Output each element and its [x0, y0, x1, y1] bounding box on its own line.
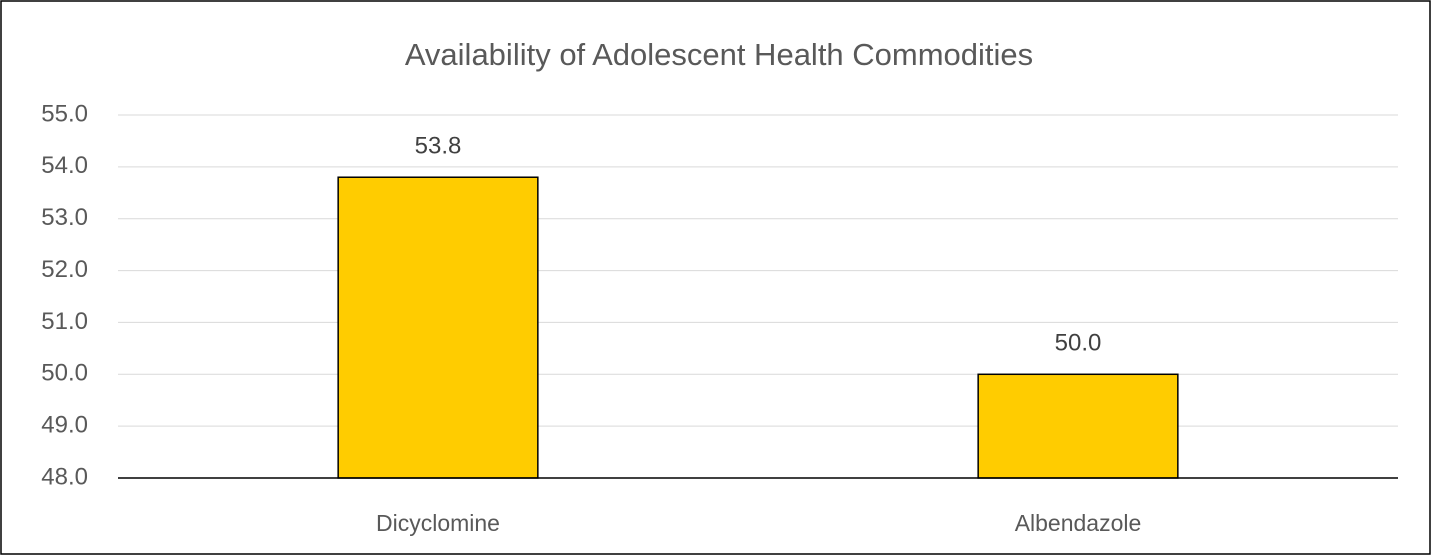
data-label: 53.8 — [415, 133, 462, 160]
y-tick-label: 48.0 — [41, 463, 88, 490]
y-tick-label: 52.0 — [41, 256, 88, 283]
bar — [337, 176, 539, 479]
y-tick-label: 49.0 — [41, 411, 88, 438]
x-tick-label: Albendazole — [1015, 510, 1142, 536]
data-label: 50.0 — [1055, 330, 1102, 357]
bar — [977, 373, 1179, 479]
y-tick-label: 55.0 — [41, 100, 88, 127]
chart-title: Availability of Adolescent Health Commod… — [405, 37, 1033, 72]
y-tick-label: 51.0 — [41, 308, 88, 335]
y-tick-label: 54.0 — [41, 152, 88, 179]
x-tick-label: Dicyclomine — [376, 510, 500, 536]
y-tick-label: 50.0 — [41, 360, 88, 387]
y-tick-label: 53.0 — [41, 204, 88, 231]
